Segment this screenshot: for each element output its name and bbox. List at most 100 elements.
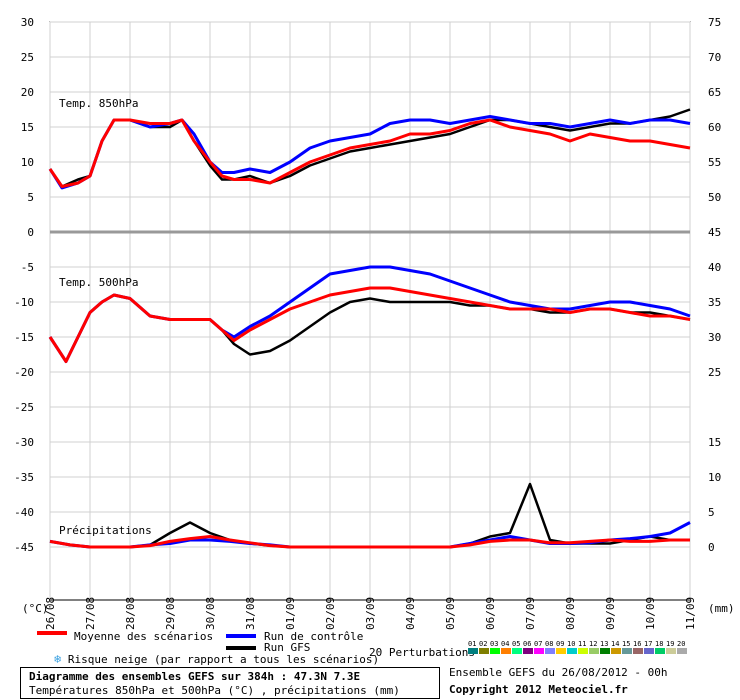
- perturbation-swatch: [666, 648, 676, 654]
- y2-tick-label: 10: [708, 471, 721, 484]
- perturbation-legend-item: 12: [589, 640, 600, 654]
- perturbation-number: 10: [567, 640, 576, 648]
- perturbation-number: 08: [545, 640, 554, 648]
- perturbation-number: 07: [534, 640, 543, 648]
- perturbation-number: 15: [622, 640, 631, 648]
- perturbation-legend-item: 16: [633, 640, 644, 654]
- perturbation-swatch: [611, 648, 621, 654]
- panel-title-500: Temp. 500hPa: [59, 276, 138, 289]
- y-tick-label: 5: [27, 191, 34, 204]
- panel-title-precip: Précipitations: [59, 524, 152, 537]
- perturbation-swatch: [534, 648, 544, 654]
- x-tick-label: 29/08: [164, 597, 177, 630]
- perturbation-number: 14: [611, 640, 620, 648]
- perturbation-swatch: [468, 648, 478, 654]
- x-tick-label: 04/09: [404, 597, 417, 630]
- snow-label: Risque neige (par rapport a tous les scé…: [67, 653, 380, 666]
- perturbation-legend-item: 09: [556, 640, 567, 654]
- perturbation-swatch: [677, 648, 687, 654]
- perturbation-swatch: [600, 648, 610, 654]
- y-tick-label: 0: [27, 226, 34, 239]
- perturbation-legend-item: 15: [622, 640, 633, 654]
- y2-tick-label: 45: [708, 226, 721, 239]
- x-tick-label: 31/08: [244, 597, 257, 630]
- control-label: Run de contrôle: [264, 630, 364, 643]
- perturbation-legend-item: 01: [468, 640, 479, 654]
- right-unit: (mm): [708, 602, 735, 615]
- y2-tick-label: 15: [708, 436, 721, 449]
- x-tick-label: 30/08: [204, 597, 217, 630]
- y-tick-label: 15: [21, 121, 34, 134]
- y2-tick-label: 5: [708, 506, 715, 519]
- perturbation-legend-item: 06: [523, 640, 534, 654]
- precip-series-line: [49, 535, 690, 549]
- perturbation-number: 01: [468, 640, 477, 648]
- snowflake-icon: ❄: [54, 652, 62, 666]
- perturbation-number: 20: [677, 640, 686, 648]
- perturbation-number: 03: [490, 640, 499, 648]
- y-tick-label: -35: [14, 471, 34, 484]
- perturbation-swatch: [644, 648, 654, 654]
- y2-tick-label: 35: [708, 296, 721, 309]
- perturbation-number: 17: [644, 640, 653, 648]
- perturbation-legend-item: 08: [545, 640, 556, 654]
- perturbation-legend-item: 17: [644, 640, 655, 654]
- perturbation-number: 13: [600, 640, 609, 648]
- gfs-label: Run GFS: [264, 641, 311, 654]
- perturbation-number: 18: [655, 640, 664, 648]
- perturbation-number: 06: [523, 640, 532, 648]
- y-tick-label: -40: [14, 506, 34, 519]
- perturbation-number: 12: [589, 640, 598, 648]
- temp500-series-line: [48, 286, 691, 363]
- perturbations-label: 20 Perturbations: [369, 646, 475, 659]
- x-tick-label: 05/09: [444, 597, 457, 630]
- perturbation-legend-item: 20: [677, 640, 688, 654]
- y-tick-label: -20: [14, 366, 34, 379]
- run-info: Ensemble GEFS du 26/08/2012 - 00h: [449, 666, 668, 679]
- left-unit: (°C): [22, 602, 49, 615]
- y-tick-label: 10: [21, 156, 34, 169]
- y2-tick-label: 50: [708, 191, 721, 204]
- y2-tick-label: 40: [708, 261, 721, 274]
- y2-tick-label: 25: [708, 366, 721, 379]
- perturbation-legend-item: 13: [600, 640, 611, 654]
- perturbation-number: 02: [479, 640, 488, 648]
- perturbation-number: 16: [633, 640, 642, 648]
- temp850-series-line: [48, 118, 691, 188]
- x-tick-label: 02/09: [324, 597, 337, 630]
- perturbation-swatch: [545, 648, 555, 654]
- perturbation-legend-item: 19: [666, 640, 677, 654]
- perturbation-legend-item: 14: [611, 640, 622, 654]
- x-tick-label: 01/09: [284, 597, 297, 630]
- y-tick-label: -45: [14, 541, 34, 554]
- x-tick-label: 03/09: [364, 597, 377, 630]
- y-tick-label: 30: [21, 16, 34, 29]
- x-tick-label: 06/09: [484, 597, 497, 630]
- x-tick-label: 07/09: [524, 597, 537, 630]
- perturbation-legend-item: 18: [655, 640, 666, 654]
- gfs-swatch: [226, 646, 256, 650]
- perturbation-number: 09: [556, 640, 565, 648]
- perturbation-legend-item: 02: [479, 640, 490, 654]
- y2-tick-label: 75: [708, 16, 721, 29]
- perturbation-swatch: [479, 648, 489, 654]
- y-tick-label: -25: [14, 401, 34, 414]
- perturbation-number: 05: [512, 640, 521, 648]
- perturbation-swatch: [655, 648, 665, 654]
- y2-tick-label: 30: [708, 331, 721, 344]
- y-tick-label: 25: [21, 51, 34, 64]
- perturbation-legend-item: 03: [490, 640, 501, 654]
- perturbation-number: 04: [501, 640, 510, 648]
- perturbation-number: 19: [666, 640, 675, 648]
- y-tick-label: 20: [21, 86, 34, 99]
- y-tick-label: -5: [21, 261, 34, 274]
- footer-title-box: Diagramme des ensembles GEFS sur 384h : …: [20, 667, 440, 699]
- copyright: Copyright 2012 Meteociel.fr: [449, 683, 628, 696]
- snow-legend: ❄ Risque neige (par rapport a tous les s…: [54, 652, 379, 666]
- y-tick-label: -30: [14, 436, 34, 449]
- perturbation-swatch: [556, 648, 566, 654]
- perturbation-legend-item: 04: [501, 640, 512, 654]
- y2-tick-label: 70: [708, 51, 721, 64]
- y-tick-label: -15: [14, 331, 34, 344]
